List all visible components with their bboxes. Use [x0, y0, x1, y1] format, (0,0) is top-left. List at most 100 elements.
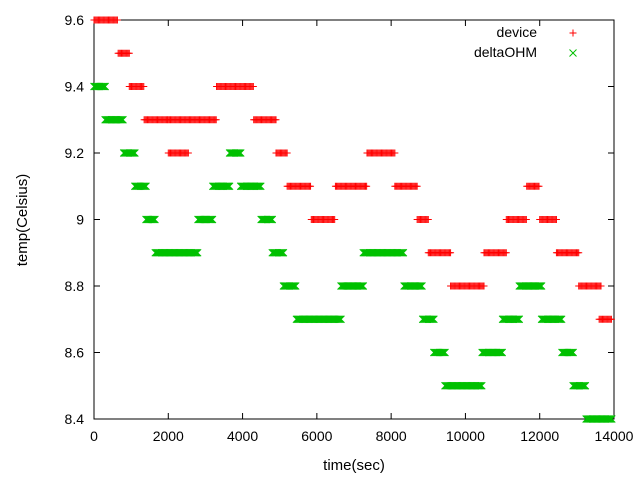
data-point: [141, 182, 149, 191]
data-point: [267, 215, 276, 224]
data-point: [268, 215, 277, 224]
x-axis-label: time(sec): [323, 457, 385, 474]
data-point: [100, 82, 108, 91]
data-point: [148, 215, 157, 224]
data-point: [149, 215, 158, 224]
data-point: [307, 182, 315, 190]
data-point: [290, 282, 299, 290]
data-point: [127, 149, 136, 157]
data-point: [437, 348, 446, 357]
data-point: [428, 315, 437, 324]
y-tick-label: 8.6: [65, 345, 85, 361]
data-point: [235, 149, 244, 157]
data-point: [337, 315, 345, 324]
data-point: [579, 381, 588, 390]
data-point: [190, 248, 199, 257]
legend-marker-device: [569, 29, 577, 37]
legend-label-deltaohm: deltaOHM: [474, 44, 537, 60]
data-point: [522, 216, 530, 223]
series-device: [90, 16, 615, 323]
data-point: [278, 248, 287, 257]
x-tick-label: 12000: [520, 428, 559, 444]
x-tick-label: 10000: [446, 428, 485, 444]
data-point: [480, 282, 488, 290]
data-point: [554, 315, 563, 324]
data-point: [139, 182, 148, 191]
data-point: [498, 348, 507, 357]
data-point: [115, 115, 124, 124]
y-tick-label: 9.4: [65, 79, 85, 95]
data-point: [207, 215, 216, 224]
x-tick-label: 0: [90, 428, 98, 444]
series-deltaohm: [90, 82, 616, 423]
data-point: [567, 348, 575, 357]
data-point: [502, 249, 510, 257]
data-point: [272, 116, 280, 124]
data-point: [512, 315, 520, 324]
data-point: [151, 215, 159, 224]
data-point: [568, 348, 576, 357]
data-point: [147, 215, 156, 224]
data-point: [399, 248, 408, 257]
data-point: [113, 16, 121, 24]
data-point: [415, 282, 424, 290]
data-point: [496, 348, 504, 357]
y-tick-label: 9.6: [65, 12, 85, 28]
data-point: [440, 348, 448, 357]
data-point: [357, 282, 365, 290]
data-point: [125, 49, 133, 57]
data-point: [555, 315, 564, 324]
data-point: [265, 215, 273, 224]
axis-ticks: 0 2000 4000 6000 8000 10000 12000 14000 8.4 8.6 8.…: [65, 12, 634, 444]
data-point: [233, 149, 242, 157]
data-point: [413, 182, 421, 190]
data-point: [391, 149, 399, 157]
data-point: [193, 248, 202, 257]
data-point: [276, 248, 284, 257]
data-point: [597, 282, 605, 290]
x-tick-label: 4000: [227, 428, 258, 444]
data-point: [266, 215, 274, 224]
data-point: [535, 282, 544, 290]
data-point: [565, 348, 574, 357]
data-point: [398, 248, 407, 257]
data-point: [418, 282, 426, 290]
data-point: [192, 248, 201, 257]
series-layer: [90, 16, 616, 423]
data-point: [515, 315, 524, 324]
x-tick-label: 8000: [376, 428, 407, 444]
data-point: [426, 315, 435, 324]
data-point: [358, 282, 367, 290]
data-point: [101, 82, 109, 91]
data-point: [414, 282, 423, 290]
data-point: [254, 182, 263, 191]
data-point: [333, 315, 342, 324]
data-point: [474, 381, 483, 390]
data-point: [289, 282, 298, 290]
data-point: [557, 315, 566, 324]
data-point: [99, 82, 107, 91]
data-point: [438, 348, 447, 357]
data-point: [212, 116, 220, 124]
data-point: [222, 182, 231, 191]
data-point: [205, 215, 213, 224]
data-point: [224, 182, 233, 191]
data-point: [249, 83, 257, 90]
data-point: [142, 182, 150, 191]
data-point: [513, 315, 521, 324]
data-point: [397, 248, 406, 257]
data-point: [607, 315, 615, 323]
data-point: [475, 381, 484, 390]
data-point: [514, 315, 523, 324]
data-point: [396, 248, 404, 257]
data-point: [552, 216, 560, 223]
legend-label-device: device: [497, 24, 538, 40]
y-tick-label: 9: [76, 212, 84, 228]
data-point: [556, 315, 565, 324]
data-point: [223, 182, 232, 191]
data-point: [569, 348, 577, 357]
legend: device deltaOHM: [474, 24, 577, 60]
data-point: [288, 282, 297, 290]
data-point: [537, 282, 546, 290]
